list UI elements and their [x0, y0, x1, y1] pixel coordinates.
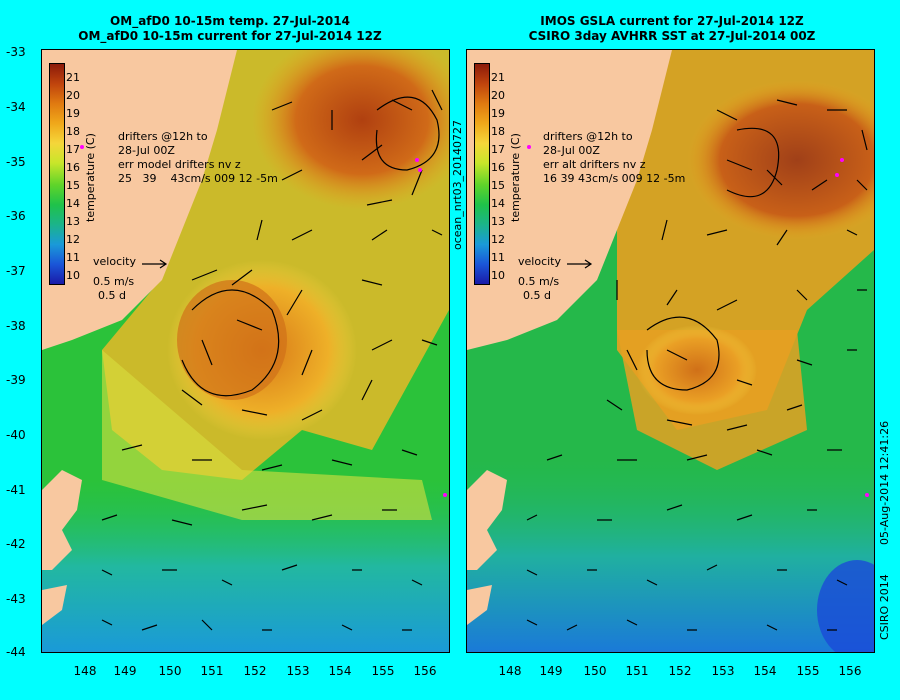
left-drifter-text-1: drifters @12h to — [118, 130, 208, 143]
colorbar-tick: 12 — [66, 233, 80, 246]
lat-tick-label: -36 — [6, 209, 26, 223]
right-stats-text: 16 39 43cm/s 009 12 -5m — [543, 172, 686, 185]
lon-tick-label: 152 — [243, 664, 267, 678]
lon-tick-label: 148 — [73, 664, 97, 678]
colorbar-tick: 14 — [491, 197, 505, 210]
right-colorbar-label: temperature (C) — [509, 133, 522, 222]
colorbar-tick: 10 — [491, 269, 505, 282]
lon-tick-label: 153 — [711, 664, 735, 678]
left-current-vectors — [101, 89, 443, 631]
right-title-line2: CSIRO 3day AVHRR SST at 27-Jul-2014 00Z — [528, 29, 816, 43]
lon-tick-label: 155 — [371, 664, 395, 678]
right-velocity-time: 0.5 d — [523, 289, 551, 302]
right-velocity-scale: 0.5 m/s — [518, 275, 560, 288]
colorbar-tick: 19 — [491, 107, 505, 120]
lat-tick-label: -42 — [6, 537, 26, 551]
timestamp-label: 05-Aug-2014 12:41:26 — [878, 420, 891, 545]
lon-tick-label: 150 — [158, 664, 182, 678]
lon-tick-label: 154 — [328, 664, 352, 678]
left-panel-title: OM_afD0 10-15m temp. 27-Jul-2014 OM_afD0… — [10, 14, 450, 44]
copyright-label: CSIRO 2014 — [878, 574, 891, 640]
left-drifter-text-2: 28-Jul 00Z — [118, 144, 175, 157]
colorbar-tick: 14 — [66, 197, 80, 210]
colorbar-tick: 17 — [491, 143, 505, 156]
colorbar-tick: 16 — [66, 161, 80, 174]
lat-tick-label: -35 — [6, 155, 26, 169]
colorbar-tick: 13 — [491, 215, 505, 228]
lat-tick-label: -38 — [6, 319, 26, 333]
left-title-line1: OM_afD0 10-15m temp. 27-Jul-2014 — [110, 14, 350, 28]
lon-tick-label: 149 — [539, 664, 563, 678]
lat-tick-label: -34 — [6, 100, 26, 114]
left-velocity-label: velocity — [93, 255, 136, 268]
right-err-text: err alt drifters nv z — [543, 158, 646, 171]
right-drifter-text-1: drifters @12h to — [543, 130, 633, 143]
run-id-label: ocean_nrt03_20140727 — [451, 119, 464, 250]
colorbar-tick: 12 — [491, 233, 505, 246]
lon-tick-label: 150 — [583, 664, 607, 678]
left-err-text: err model drifters nv z — [118, 158, 241, 171]
left-stats-text: 25 39 43cm/s 009 12 -5m — [118, 172, 278, 185]
lon-tick-label: 154 — [753, 664, 777, 678]
colorbar-tick: 21 — [66, 71, 80, 84]
lon-tick-label: 155 — [796, 664, 820, 678]
left-map — [41, 49, 450, 653]
right-drifter-text-2: 28-Jul 00Z — [543, 144, 600, 157]
colorbar-tick: 16 — [491, 161, 505, 174]
right-current-vectors — [526, 99, 868, 631]
right-panel-title: IMOS GSLA current for 27-Jul-2014 12Z CS… — [452, 14, 892, 44]
colorbar-tick: 18 — [491, 125, 505, 138]
lat-tick-label: -44 — [6, 645, 26, 659]
lon-tick-label: 156 — [838, 664, 862, 678]
left-colorbar — [49, 63, 65, 285]
colorbar-tick: 20 — [491, 89, 505, 102]
lat-tick-label: -41 — [6, 483, 26, 497]
lat-tick-label: -37 — [6, 264, 26, 278]
lon-tick-label: 153 — [286, 664, 310, 678]
lon-tick-label: 148 — [498, 664, 522, 678]
right-map-canvas — [467, 50, 874, 652]
colorbar-tick: 18 — [66, 125, 80, 138]
colorbar-tick: 21 — [491, 71, 505, 84]
lon-tick-label: 156 — [413, 664, 437, 678]
colorbar-tick: 13 — [66, 215, 80, 228]
left-map-canvas — [42, 50, 449, 652]
left-title-line2: OM_afD0 10-15m current for 27-Jul-2014 1… — [78, 29, 382, 43]
left-velocity-time: 0.5 d — [98, 289, 126, 302]
right-velocity-label: velocity — [518, 255, 561, 268]
colorbar-tick: 11 — [66, 251, 80, 264]
lat-tick-label: -39 — [6, 373, 26, 387]
colorbar-tick: 19 — [66, 107, 80, 120]
lat-tick-label: -33 — [6, 45, 26, 59]
lat-tick-label: -40 — [6, 428, 26, 442]
lon-tick-label: 151 — [625, 664, 649, 678]
colorbar-tick: 15 — [491, 179, 505, 192]
right-velocity-arrow-icon — [567, 259, 593, 269]
left-velocity-scale: 0.5 m/s — [93, 275, 135, 288]
colorbar-tick: 11 — [491, 251, 505, 264]
colorbar-tick: 10 — [66, 269, 80, 282]
right-map — [466, 49, 875, 653]
colorbar-tick: 15 — [66, 179, 80, 192]
right-colorbar — [474, 63, 490, 285]
lat-tick-label: -43 — [6, 592, 26, 606]
left-colorbar-label: temperature (C) — [84, 133, 97, 222]
colorbar-tick: 17 — [66, 143, 80, 156]
lon-tick-label: 152 — [668, 664, 692, 678]
lon-tick-label: 149 — [113, 664, 137, 678]
left-velocity-arrow-icon — [142, 259, 168, 269]
colorbar-tick: 20 — [66, 89, 80, 102]
lon-tick-label: 151 — [200, 664, 224, 678]
right-title-line1: IMOS GSLA current for 27-Jul-2014 12Z — [540, 14, 804, 28]
